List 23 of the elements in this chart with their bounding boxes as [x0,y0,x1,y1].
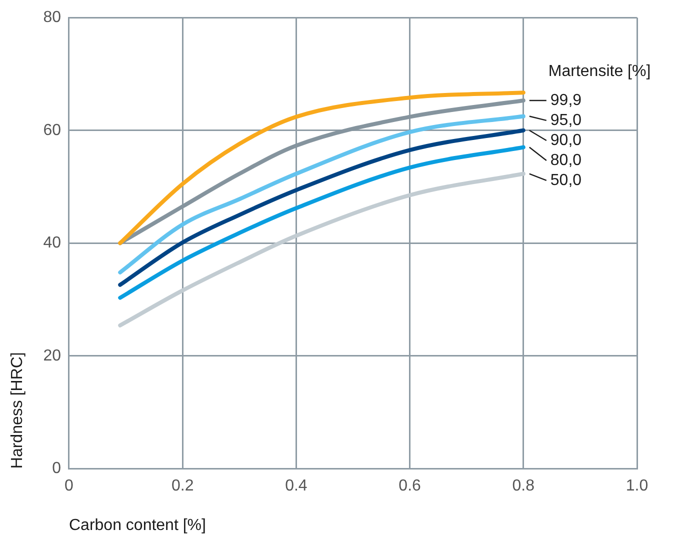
line-series [118,172,526,328]
line-series [118,145,526,300]
series-label: 80,0 [550,152,582,169]
x-tick-label: 0.6 [398,478,422,495]
x-axis-title: Carbon content [%] [68,516,206,534]
legend-title: Martensite [%] [548,62,651,80]
series-label: 90,0 [550,132,582,149]
x-tick-label: 0.8 [512,478,535,495]
y-axis-title: Hardness [HRC] [9,352,26,469]
line-series [118,114,526,274]
x-tick-label: 0.2 [171,478,194,495]
y-tick-label: 0 [52,460,62,478]
y-tick-label: 80 [43,9,62,26]
x-tick-label: 1.0 [626,478,648,495]
series-label: 50,0 [550,172,582,189]
y-tick-label: 20 [43,347,62,364]
series-label: 99,9 [550,92,582,109]
series-label: 95,0 [550,112,582,129]
x-tick-label: 0.4 [285,478,308,495]
line-series [118,128,526,287]
x-tick-label: 0 [64,478,74,495]
y-tick-label: 60 [43,122,62,139]
y-tick-label: 40 [43,234,62,252]
